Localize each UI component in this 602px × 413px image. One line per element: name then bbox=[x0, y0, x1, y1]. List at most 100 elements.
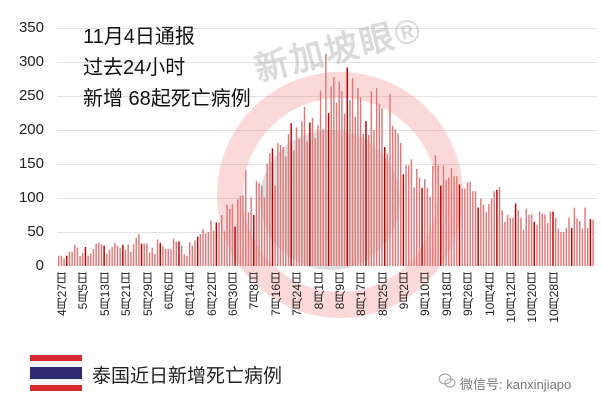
bar bbox=[242, 195, 244, 266]
bar bbox=[301, 121, 303, 266]
bar bbox=[210, 220, 212, 266]
bar bbox=[557, 228, 560, 266]
x-tick-label: 6月30日 bbox=[226, 272, 240, 317]
x-tick-label: 5月13日 bbox=[97, 272, 112, 317]
annotation-line-1: 11月4日通报 bbox=[83, 26, 195, 48]
bar bbox=[84, 246, 87, 266]
x-tick-label: 10月12日 bbox=[503, 272, 518, 323]
bar bbox=[269, 153, 271, 266]
bar bbox=[103, 245, 105, 266]
bar bbox=[437, 165, 439, 266]
y-tick-0: 0 bbox=[35, 257, 44, 274]
bar bbox=[266, 163, 268, 266]
bar bbox=[509, 217, 511, 266]
bar bbox=[517, 210, 519, 266]
bar bbox=[228, 208, 231, 266]
bar bbox=[541, 213, 544, 266]
bar bbox=[68, 251, 71, 266]
bar bbox=[215, 222, 218, 266]
bar bbox=[202, 229, 204, 266]
bar bbox=[114, 242, 116, 266]
bar bbox=[450, 168, 453, 266]
bar bbox=[124, 249, 127, 266]
bar bbox=[245, 170, 247, 266]
bar bbox=[71, 251, 73, 266]
bar bbox=[258, 183, 260, 266]
bar bbox=[172, 238, 175, 266]
bar bbox=[199, 234, 202, 266]
x-tick-label: 5月29日 bbox=[140, 272, 155, 317]
bar bbox=[482, 204, 485, 266]
bar bbox=[488, 204, 490, 266]
bar bbox=[341, 91, 343, 267]
bar bbox=[170, 249, 172, 266]
bar bbox=[175, 241, 178, 266]
bar bbox=[285, 156, 287, 266]
bar bbox=[354, 116, 357, 267]
bar bbox=[274, 185, 276, 266]
bar bbox=[90, 253, 92, 266]
gridline bbox=[57, 96, 597, 97]
x-tick-label: 6月22日 bbox=[204, 272, 219, 317]
bar bbox=[469, 181, 471, 266]
bar bbox=[277, 142, 279, 266]
bar bbox=[87, 255, 89, 266]
bar bbox=[191, 245, 194, 266]
bar bbox=[498, 187, 501, 266]
bar bbox=[164, 249, 167, 266]
bar bbox=[570, 227, 573, 266]
bar bbox=[413, 187, 415, 266]
bar bbox=[186, 255, 188, 266]
bar bbox=[402, 174, 405, 266]
x-tick-label: 5月5日 bbox=[76, 272, 91, 310]
bar bbox=[549, 211, 552, 266]
bar bbox=[220, 215, 223, 266]
bar bbox=[351, 78, 354, 266]
bar bbox=[514, 203, 517, 266]
bar bbox=[212, 230, 215, 266]
bar bbox=[82, 253, 84, 266]
bar bbox=[562, 232, 565, 266]
bar bbox=[565, 227, 568, 266]
bar bbox=[188, 242, 191, 266]
bar bbox=[410, 159, 413, 266]
bar bbox=[338, 81, 340, 266]
bar bbox=[196, 236, 199, 266]
bar bbox=[226, 204, 228, 266]
bar bbox=[581, 228, 584, 266]
bar bbox=[159, 242, 161, 266]
bar bbox=[496, 189, 498, 266]
bar bbox=[512, 217, 514, 266]
bar bbox=[501, 210, 503, 266]
bar bbox=[127, 244, 129, 266]
gridline bbox=[57, 232, 597, 233]
bar bbox=[533, 221, 536, 266]
bar bbox=[178, 241, 180, 266]
x-tick-label: 6月14日 bbox=[183, 272, 198, 317]
bar bbox=[132, 244, 135, 266]
bar bbox=[362, 134, 365, 266]
bar bbox=[108, 249, 111, 266]
bar bbox=[432, 166, 434, 266]
bar bbox=[330, 86, 332, 266]
bar bbox=[349, 100, 351, 266]
bar bbox=[357, 87, 359, 266]
bar bbox=[477, 207, 479, 266]
bar bbox=[448, 177, 450, 266]
bar bbox=[271, 148, 274, 266]
x-tick-label: 5月21日 bbox=[119, 272, 134, 317]
bar bbox=[63, 258, 65, 266]
bar bbox=[378, 103, 381, 266]
legend-label: 泰国近日新增死亡病例 bbox=[92, 366, 283, 387]
bar bbox=[466, 182, 469, 266]
bar bbox=[295, 127, 298, 266]
bar bbox=[453, 176, 455, 266]
bar bbox=[106, 253, 108, 266]
bar bbox=[343, 113, 346, 267]
bar bbox=[367, 134, 370, 266]
y-tick-250: 250 bbox=[18, 87, 44, 104]
bar bbox=[130, 251, 132, 266]
bar bbox=[135, 238, 137, 266]
bar bbox=[140, 243, 143, 266]
